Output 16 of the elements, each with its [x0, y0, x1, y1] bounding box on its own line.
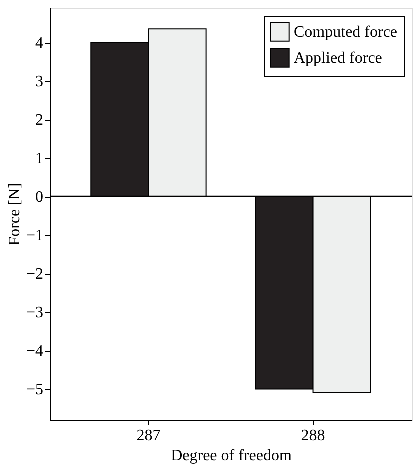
- y-tick-label: 4: [36, 35, 44, 52]
- y-tick-label: 0: [36, 189, 44, 206]
- x-axis-title: Degree of freedom: [171, 448, 292, 464]
- y-tick-label: −5: [26, 382, 44, 399]
- y-tick-label: −4: [26, 343, 44, 360]
- y-tick-label: −1: [26, 228, 44, 245]
- y-tick-label: −3: [26, 304, 44, 322]
- y-tick-label: −2: [26, 266, 44, 284]
- x-tick-label: 288: [301, 428, 326, 444]
- x-tick-label: 287: [136, 428, 161, 444]
- legend-label: Computed force: [294, 24, 398, 41]
- y-tick-label: 3: [36, 74, 44, 91]
- y-tick-label: 1: [36, 150, 44, 168]
- y-axis-title: Force [N]: [6, 183, 24, 246]
- legend-label: Applied force: [294, 50, 382, 67]
- y-tick-label: 2: [36, 112, 44, 130]
